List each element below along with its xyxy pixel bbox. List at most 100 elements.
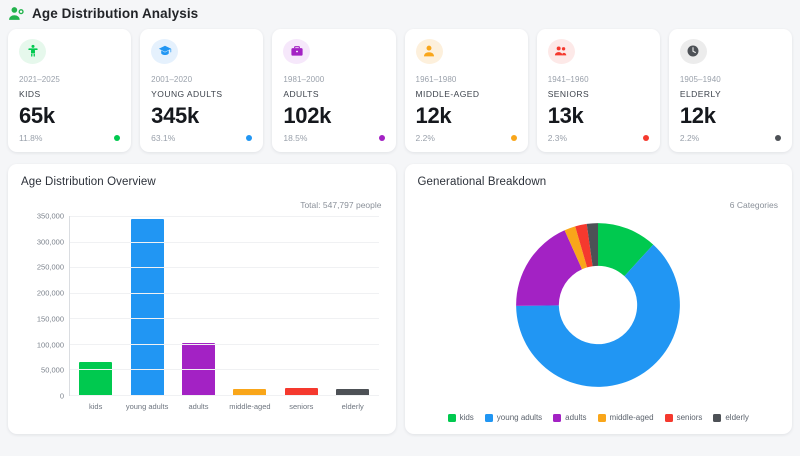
page-title: Age Distribution Analysis	[32, 5, 199, 21]
bar-chart-plot[interactable]: kids young adults adults middle-aged seniors…	[37, 212, 379, 411]
card-value: 345k	[151, 102, 199, 128]
people-icon-badge	[547, 39, 575, 64]
legend-label: seniors	[676, 413, 703, 422]
stat-card-elderly[interactable]: 1905–1940 ELDERLY 12k 2.2%	[668, 29, 793, 152]
briefcase-icon-badge	[283, 39, 311, 64]
gridline: 100,000	[37, 340, 379, 349]
legend-label: middle-aged	[609, 413, 654, 422]
card-value: 65k	[19, 102, 55, 128]
legend-swatch	[664, 413, 673, 422]
legend-item[interactable]: middle-aged	[597, 413, 654, 422]
bar-slot: seniors	[276, 216, 327, 411]
bar-series: kids young adults adults middle-aged seniors…	[70, 216, 379, 411]
card-range: 1961–1980	[415, 74, 457, 84]
bar-slot: young adults	[122, 216, 173, 411]
bar[interactable]	[336, 388, 370, 395]
graduation-cap-icon	[158, 46, 171, 56]
card-footer: 2.2%	[416, 133, 517, 143]
people-badge-icon	[8, 5, 25, 22]
card-percent: 2.2%	[415, 133, 435, 143]
stat-card-row: 2021–2025 KIDS 65k 11.8% 2001–2020 YOUNG…	[0, 26, 800, 152]
clock-icon	[687, 45, 699, 57]
chart-panel-row: Age Distribution Overview Total: 547,797…	[0, 152, 800, 434]
card-range: 1981–2000	[283, 74, 325, 84]
legend-label: young adults	[496, 413, 543, 422]
card-footer: 11.8%	[19, 133, 121, 143]
card-color-dot	[775, 135, 782, 141]
donut-segment[interactable]	[516, 244, 681, 387]
y-axis-tick: 300,000	[36, 237, 64, 247]
legend-item[interactable]: kids	[447, 413, 474, 422]
x-axis-tick: elderly	[341, 402, 364, 411]
bar[interactable]	[130, 218, 164, 395]
donut-segment[interactable]	[516, 230, 583, 306]
donut-category-count: 6 Categories	[729, 200, 778, 210]
gridline: 200,000	[37, 289, 379, 298]
card-percent: 11.8%	[19, 133, 43, 143]
card-value: 13k	[547, 102, 584, 128]
legend-item[interactable]: elderly	[713, 413, 749, 422]
donut-segment[interactable]	[575, 223, 593, 268]
legend-swatch	[447, 413, 456, 422]
card-footer: 2.2%	[679, 133, 782, 143]
card-value: 102k	[283, 102, 332, 128]
bar[interactable]	[182, 342, 215, 395]
card-label: MIDDLE-AGED	[415, 88, 480, 99]
card-range: 2021–2025	[19, 74, 60, 84]
gridline: 300,000	[37, 237, 379, 246]
card-footer: 2.3%	[548, 133, 649, 143]
y-axis-tick: 150,000	[36, 314, 64, 324]
stat-card-young-adults[interactable]: 2001–2020 YOUNG ADULTS 345k 63.1%	[140, 29, 264, 152]
card-footer: 18.5%	[283, 133, 385, 143]
donut-chart[interactable]	[509, 216, 687, 394]
bar[interactable]	[79, 361, 113, 395]
donut-segment[interactable]	[598, 223, 654, 277]
legend-item[interactable]: adults	[553, 413, 587, 422]
bar[interactable]	[284, 388, 318, 395]
gridline: 250,000	[37, 263, 379, 272]
legend-item[interactable]: young adults	[484, 413, 543, 422]
donut-segment[interactable]	[564, 226, 588, 270]
x-axis-tick: seniors	[289, 402, 314, 411]
legend-label: elderly	[725, 413, 749, 422]
x-axis-tick: kids	[89, 402, 103, 411]
bar[interactable]	[233, 388, 267, 395]
card-footer: 63.1%	[151, 133, 253, 143]
bar-chart-panel: Age Distribution Overview Total: 547,797…	[8, 164, 396, 434]
donut-chart-area	[405, 210, 793, 400]
card-percent: 18.5%	[283, 133, 308, 143]
y-axis-tick: 250,000	[36, 262, 64, 272]
card-percent: 2.2%	[679, 133, 700, 143]
gridline: 50,000	[41, 366, 379, 375]
card-color-dot	[642, 135, 649, 141]
card-color-dot	[114, 135, 121, 141]
card-range: 1941–1960	[547, 74, 589, 84]
legend-swatch	[553, 413, 562, 422]
y-axis-tick: 350,000	[36, 211, 64, 221]
bar-chart-total-label: Total: 547,797 people	[300, 200, 382, 210]
bar-slot: kids	[70, 216, 121, 411]
stat-card-middle-aged[interactable]: 1961–1980 MIDDLE-AGED 12k 2.2%	[404, 29, 528, 152]
card-percent: 63.1%	[151, 133, 176, 143]
stat-card-seniors[interactable]: 1941–1960 SENIORS 13k 2.3%	[536, 29, 660, 152]
bar-slot: middle-aged	[224, 216, 275, 411]
card-range: 1905–1940	[679, 74, 721, 84]
gridline: 150,000	[37, 314, 379, 323]
child-icon	[27, 45, 38, 58]
donut-segment[interactable]	[586, 223, 599, 267]
x-axis-tick: middle-aged	[229, 402, 271, 411]
legend-swatch	[597, 413, 606, 422]
legend-item[interactable]: seniors	[664, 413, 703, 422]
stat-card-adults[interactable]: 1981–2000 ADULTS 102k 18.5%	[272, 29, 396, 152]
graduation-cap-icon-badge	[151, 39, 179, 64]
x-axis-tick: young adults	[125, 402, 169, 411]
stat-card-kids[interactable]: 2021–2025 KIDS 65k 11.8%	[8, 29, 132, 152]
gridline: 0	[60, 392, 379, 401]
person-icon-badge	[415, 39, 443, 64]
bar-chart-title: Age Distribution Overview	[21, 176, 156, 188]
bar-slot: elderly	[327, 216, 378, 411]
donut-legend: kids young adults adults middle-aged seniors…	[405, 413, 793, 422]
card-label: ELDERLY	[679, 88, 722, 99]
legend-swatch	[713, 413, 722, 422]
